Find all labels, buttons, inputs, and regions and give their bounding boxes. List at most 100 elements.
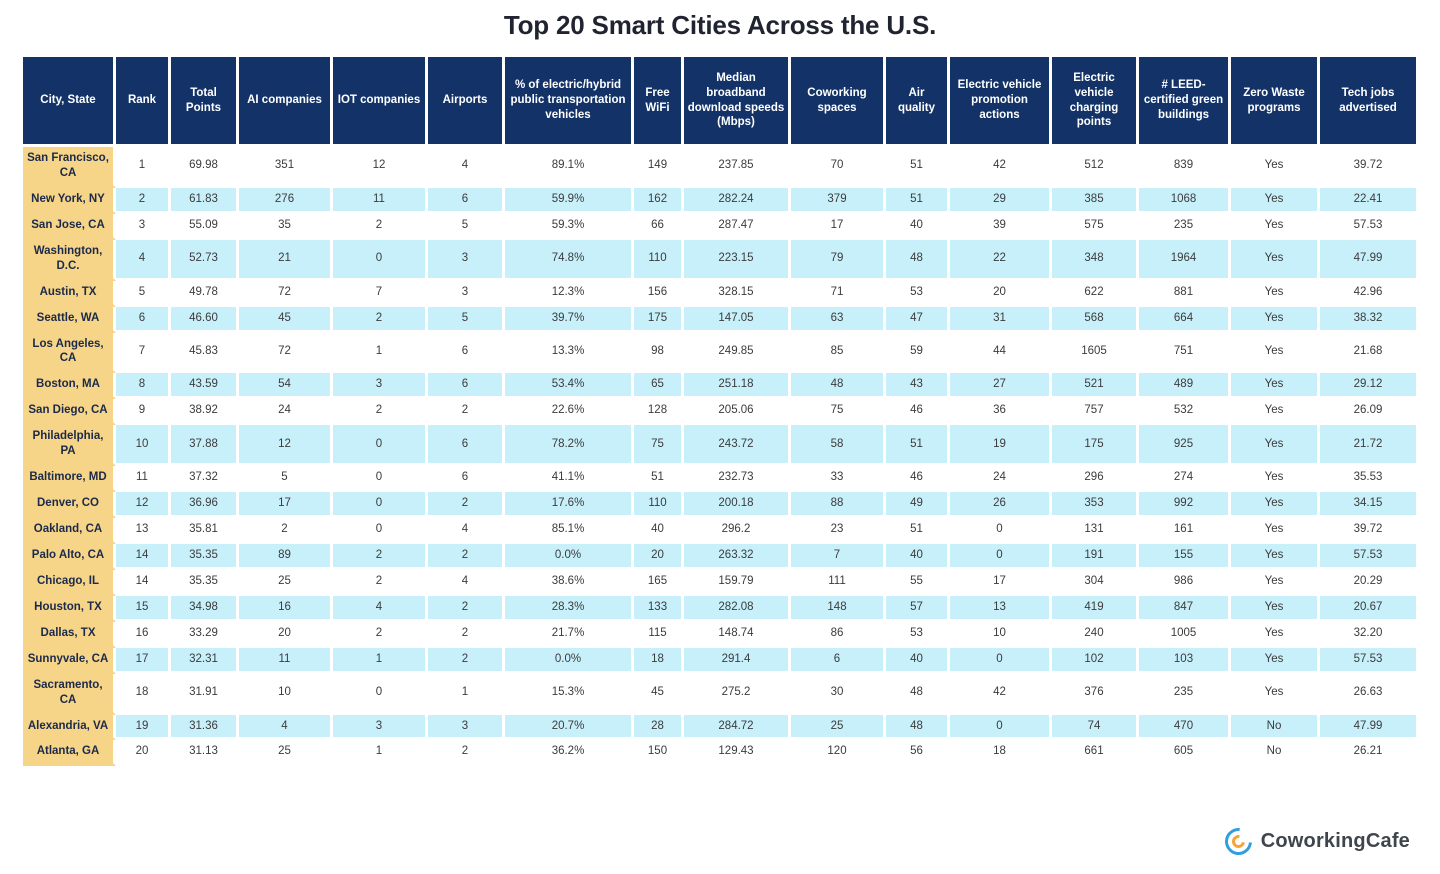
value-cell: 36.2% [505,740,634,767]
value-cell: 36 [950,399,1052,426]
city-cell: San Francisco, CA [23,147,116,188]
value-cell: 0 [333,673,428,715]
value-cell: 4 [239,714,333,741]
value-cell: 56 [886,740,950,767]
city-cell: San Diego, CA [23,399,116,426]
value-cell: 32.20 [1320,621,1416,648]
value-cell: Yes [1231,621,1320,648]
value-cell: 98 [634,332,684,374]
value-cell: 1005 [1139,621,1231,648]
value-cell: 243.72 [684,425,791,467]
value-cell: 376 [1052,673,1139,715]
value-cell: 71 [791,280,886,307]
value-cell: 17 [239,492,333,518]
value-cell: 28.3% [505,595,634,622]
value-cell: Yes [1231,569,1320,596]
value-cell: 51 [886,425,950,467]
value-cell: 2 [428,399,505,426]
value-cell: 148.74 [684,621,791,648]
value-cell: 79 [791,239,886,281]
value-cell: 839 [1139,147,1231,188]
value-cell: Yes [1231,399,1320,426]
table-row: Houston, TX 15 34.98 16 4 2 28.3% 133 282.08 148 5… [23,595,1416,622]
value-cell: 263.32 [684,543,791,570]
value-cell: 51 [886,187,950,214]
value-cell: 72 [239,280,333,307]
page-title: Top 20 Smart Cities Across the U.S. [503,10,937,40]
value-cell: 2 [428,492,505,518]
value-cell: 4 [333,595,428,622]
value-cell: 0.0% [505,647,634,674]
table-row: Austin, TX 5 49.78 72 7 3 12.3% 156 328.15 71 53 20… [23,280,1416,307]
value-cell: 131 [1052,518,1139,544]
table-row: Atlanta, GA 20 31.13 25 1 2 36.2% 150 129.43 120 5… [23,740,1416,767]
value-cell: 0 [333,425,428,467]
city-cell: Palo Alto, CA [23,543,116,570]
value-cell: 31 [950,306,1052,333]
value-cell: 6 [116,306,171,333]
city-cell: Sunnyvale, CA [23,647,116,674]
value-cell: 42 [950,147,1052,188]
column-header-15: Tech jobs advertised [1320,57,1416,147]
value-cell: 65 [634,373,684,400]
value-cell: 14 [116,543,171,570]
value-cell: 66 [634,213,684,240]
value-cell: 46.60 [171,306,239,333]
value-cell: Yes [1231,332,1320,374]
value-cell: 6 [428,187,505,214]
value-cell: 57.53 [1320,647,1416,674]
column-header-0: City, State [23,57,116,147]
value-cell: 36.96 [171,492,239,518]
value-cell: 162 [634,187,684,214]
column-header-5: Airports [428,57,505,147]
value-cell: 43.59 [171,373,239,400]
value-cell: 26.09 [1320,399,1416,426]
table-row: Los Angeles, CA 7 45.83 72 1 6 13.3% 98 249.85 85… [23,332,1416,374]
value-cell: 85 [791,332,886,374]
value-cell: 20 [634,543,684,570]
table-row: Philadelphia, PA 10 37.88 12 0 6 78.2% 75 243.72… [23,425,1416,467]
value-cell: 5 [428,306,505,333]
value-cell: 2 [116,187,171,214]
value-cell: 70 [791,147,886,188]
value-cell: 43 [886,373,950,400]
value-cell: Yes [1231,187,1320,214]
value-cell: 1 [116,147,171,188]
value-cell: 17 [950,569,1052,596]
value-cell: 21.68 [1320,332,1416,374]
value-cell: Yes [1231,673,1320,715]
value-cell: 2 [333,213,428,240]
value-cell: 1964 [1139,239,1231,281]
value-cell: 661 [1052,740,1139,767]
value-cell: 10 [950,621,1052,648]
value-cell: 59 [886,332,950,374]
value-cell: 46 [886,399,950,426]
value-cell: 235 [1139,673,1231,715]
value-cell: 110 [634,492,684,518]
value-cell: 155 [1139,543,1231,570]
value-cell: 2 [428,543,505,570]
value-cell: 4 [428,518,505,544]
value-cell: 18 [950,740,1052,767]
value-cell: 19 [950,425,1052,467]
coworkingcafe-logo: CoworkingCafe [1219,822,1410,861]
value-cell: 37.88 [171,425,239,467]
table-row: Washington, D.C. 4 52.73 21 0 3 74.8% 110 223.15… [23,239,1416,281]
value-cell: 12.3% [505,280,634,307]
value-cell: 237.85 [684,147,791,188]
value-cell: 89 [239,543,333,570]
value-cell: 37.32 [171,466,239,493]
column-header-8: Median broadband download speeds (Mbps) [684,57,791,147]
value-cell: Yes [1231,213,1320,240]
value-cell: 12 [333,147,428,188]
value-cell: 42.96 [1320,280,1416,307]
value-cell: 287.47 [684,213,791,240]
value-cell: Yes [1231,466,1320,493]
value-cell: 39 [950,213,1052,240]
value-cell: 38.92 [171,399,239,426]
value-cell: 149 [634,147,684,188]
value-cell: 16 [239,595,333,622]
table-row: Seattle, WA 6 46.60 45 2 5 39.7% 175 147.05 63 47 3… [23,306,1416,333]
value-cell: 59.9% [505,187,634,214]
value-cell: 61.83 [171,187,239,214]
